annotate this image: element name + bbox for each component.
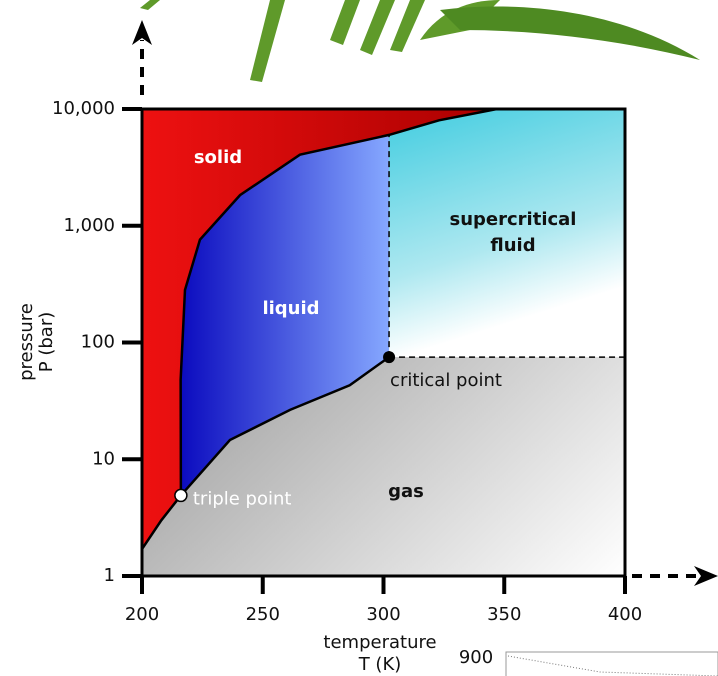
- fragment-label: 900: [459, 647, 493, 668]
- y-tick-label: 1: [104, 565, 115, 586]
- liquid-label: liquid: [262, 298, 319, 319]
- x-tick-label: 250: [246, 604, 280, 625]
- page: {"chart_data": { "type": "phase", "xlabe…: [0, 0, 718, 676]
- supercritical-label: supercritical: [450, 209, 577, 230]
- x-tick-label: 200: [125, 604, 159, 625]
- chart: 900 triple point critical point solid liqui…: [0, 0, 718, 676]
- critical-point: [383, 351, 395, 363]
- solid-label: solid: [194, 147, 242, 168]
- y-tick-label: 1,000: [63, 215, 115, 236]
- supercritical-label: fluid: [490, 235, 535, 256]
- chart-fragment: 900: [459, 647, 718, 676]
- supercritical-region: [389, 109, 625, 357]
- y-arrow-head: [132, 20, 152, 45]
- x-arrow-head: [694, 566, 718, 586]
- x-tick-label: 400: [608, 604, 642, 625]
- x-axis-label: T (K): [358, 654, 402, 675]
- y-tick-label: 10: [92, 448, 115, 469]
- triple-point: [175, 489, 187, 501]
- y-axis-label: pressure: [16, 303, 37, 381]
- critical-point-label: critical point: [390, 370, 502, 391]
- y-tick-label: 100: [81, 332, 115, 353]
- y-axis-label: P (bar): [36, 312, 57, 372]
- x-axis-label: temperature: [323, 632, 436, 653]
- x-tick-label: 300: [366, 604, 400, 625]
- gas-label: gas: [388, 481, 424, 502]
- fern: [140, 0, 700, 82]
- triple-point-label: triple point: [193, 488, 292, 509]
- y-tick-label: 10,000: [52, 98, 115, 119]
- x-tick-label: 350: [487, 604, 521, 625]
